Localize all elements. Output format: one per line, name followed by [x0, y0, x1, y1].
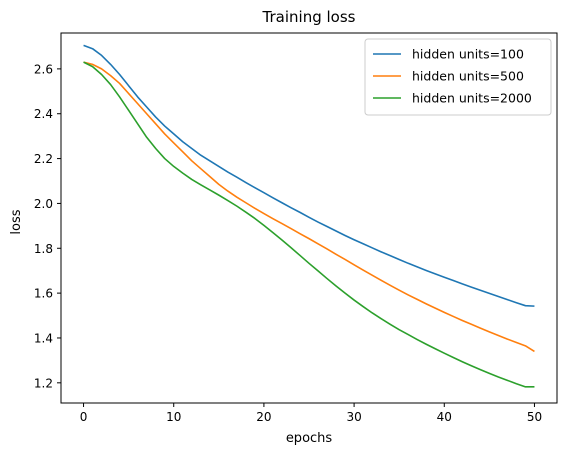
chart-title: Training loss [262, 8, 356, 26]
legend-label-0: hidden units=100 [412, 47, 524, 62]
legend-box [364, 38, 552, 116]
plot-frame [60, 32, 558, 404]
y-tick-label: 1.6 [34, 287, 53, 301]
series-line-0 [83, 44, 535, 307]
legend-label-1: hidden units=500 [412, 69, 524, 84]
x-tick-label: 20 [256, 410, 271, 424]
x-tick-label: 40 [437, 410, 452, 424]
y-tick-label: 2.6 [34, 62, 53, 76]
legend: hidden units=100 hidden units=500 hidden u… [364, 38, 552, 116]
x-tick-label: 30 [346, 410, 361, 424]
y-tick-label: 2.2 [34, 152, 53, 166]
y-tick-label: 2.0 [34, 197, 53, 211]
series-line-1 [83, 61, 535, 353]
x-tick-label: 0 [80, 410, 88, 424]
y-tick-label: 2.4 [34, 107, 53, 121]
series-line-2 [83, 61, 535, 388]
x-axis-label: epochs [286, 431, 333, 446]
legend-label-2: hidden units=2000 [412, 91, 532, 106]
y-axis: 1.2 1.4 1.6 1.8 2.0 2.2 2.4 2.6 [34, 62, 61, 390]
x-tick-label: 50 [527, 410, 542, 424]
y-tick-label: 1.8 [34, 242, 53, 256]
y-tick-label: 1.2 [34, 376, 53, 390]
y-axis-label: loss [9, 209, 24, 234]
x-tick-label: 10 [166, 410, 181, 424]
plot-area [83, 44, 535, 388]
y-tick-label: 1.4 [34, 331, 53, 345]
x-axis: 0 10 20 30 40 50 [80, 403, 542, 424]
